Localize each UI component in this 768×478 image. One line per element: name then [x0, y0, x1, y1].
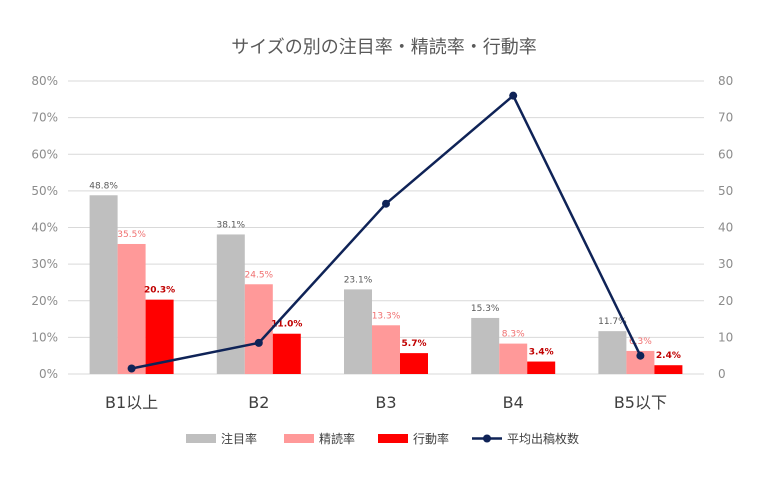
line-series: [127, 91, 645, 373]
bar-data-label: 5.7%: [402, 339, 427, 349]
bar: [272, 333, 301, 374]
bar-data-label: 35.5%: [117, 230, 146, 240]
bar: [499, 343, 528, 374]
line-point: [254, 338, 263, 347]
legend-swatch: [378, 434, 408, 443]
y-tick-label-left: 50%: [31, 184, 58, 198]
bar: [372, 325, 400, 374]
y-tick-label-left: 30%: [31, 257, 58, 271]
legend-label: 行動率: [413, 431, 449, 446]
y-tick-label-left: 20%: [31, 294, 58, 308]
y-tick-label-right: 70: [718, 111, 733, 125]
x-axis: B1以上 B2 B3 B4 B5以下: [105, 393, 667, 412]
bar-data-label: 8.3%: [502, 330, 525, 340]
bar: [471, 317, 500, 374]
bar-data-label: 11.0%: [271, 320, 302, 330]
y-tick-label-right: 50: [718, 184, 733, 198]
y-tick-label-right: 30: [718, 257, 733, 271]
bar: [654, 365, 683, 374]
legend-marker: [483, 434, 491, 443]
x-tick-label: B1以上: [105, 393, 158, 412]
x-tick-label: B4: [503, 393, 524, 412]
legend: 注目率 精読率 行動率 平均出稿枚数: [186, 431, 579, 446]
bar-data-labels: 48.8% 35.5% 20.3% 38.1% 24.5% 11.0% 23.1% 13.3%…: [89, 181, 681, 361]
bar-data-label: 24.5%: [245, 270, 274, 280]
bar-data-label: 3.4%: [529, 348, 554, 358]
gridlines: [68, 80, 704, 375]
bar: [244, 284, 273, 374]
x-tick-label: B3: [375, 393, 396, 412]
y-tick-label-right: 40: [718, 221, 733, 235]
bar: [216, 234, 245, 374]
y-tick-label-left: 70%: [31, 111, 58, 125]
y-tick-label-left: 10%: [31, 330, 58, 344]
legend-entry: 行動率: [378, 431, 449, 446]
x-tick-label: B5以下: [614, 393, 667, 412]
bar-data-label: 2.4%: [656, 351, 681, 361]
x-tick-label: B2: [248, 393, 269, 412]
legend-swatch: [186, 434, 216, 443]
y-tick-label-right: 80: [718, 74, 733, 88]
bar: [117, 243, 146, 374]
bar-data-label: 15.3%: [471, 304, 500, 314]
bar-data-label: 23.1%: [344, 275, 373, 285]
bar-data-label: 13.3%: [372, 311, 401, 321]
line-point: [509, 91, 518, 100]
y-tick-label-right: 60: [718, 147, 733, 161]
bar: [527, 361, 556, 374]
y-tick-label-left: 60%: [31, 147, 58, 161]
bar-data-label: 48.8%: [89, 181, 118, 191]
y-tick-label-right: 10: [718, 330, 733, 344]
y-tick-label-right: 0: [718, 367, 726, 381]
bar-data-label: 6.3%: [629, 337, 652, 347]
legend-entry: 平均出稿枚数: [472, 431, 579, 446]
legend-swatch: [284, 434, 314, 443]
line-point: [382, 199, 390, 208]
bar: [400, 353, 428, 374]
legend-label: 平均出稿枚数: [507, 431, 579, 446]
y-tick-label-left: 40%: [31, 221, 58, 235]
legend-entry: 注目率: [186, 431, 257, 446]
line-point: [636, 351, 645, 360]
bar-data-label: 20.3%: [144, 286, 175, 296]
bar: [344, 289, 372, 374]
bar: [626, 350, 655, 374]
bars: [89, 195, 683, 374]
legend-label: 注目率: [221, 431, 257, 446]
chart-title: サイズの別の注目率・精読率・行動率: [231, 37, 536, 58]
y-axis-left: 0% 10% 20% 30% 40% 50% 60% 70% 80%: [31, 74, 58, 381]
y-axis-right: 0 10 20 30 40 50 60 70 80: [718, 74, 733, 381]
bar: [89, 195, 118, 374]
legend-entry: 精読率: [284, 431, 355, 446]
legend-label: 精読率: [319, 431, 355, 446]
y-tick-label-left: 80%: [31, 74, 58, 88]
bar-data-label: 11.7%: [598, 317, 627, 327]
y-tick-label-right: 20: [718, 294, 733, 308]
line-point: [127, 364, 136, 373]
bar: [598, 331, 627, 374]
y-tick-label-left: 0%: [39, 367, 58, 381]
bar-data-label: 38.1%: [217, 220, 246, 230]
